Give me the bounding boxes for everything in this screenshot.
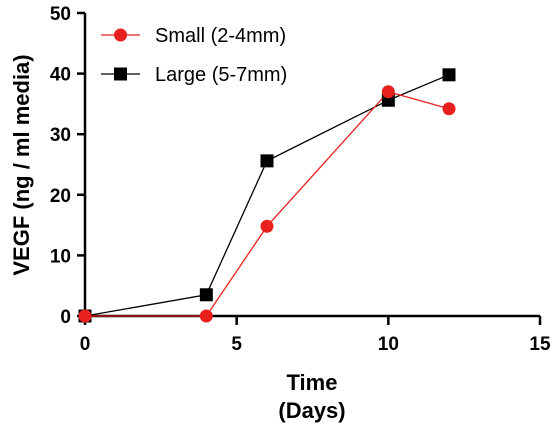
series-large	[84, 74, 450, 317]
x-axis-title-line2: (Days)	[278, 398, 345, 423]
data-point	[260, 219, 274, 233]
data-point	[381, 85, 395, 99]
y-tick-label: 50	[50, 4, 71, 25]
series-markers-small	[78, 85, 456, 323]
y-tick-label: 20	[50, 186, 71, 207]
legend-marker	[114, 28, 127, 42]
x-tick-label: 0	[80, 334, 91, 355]
series-small	[85, 91, 450, 317]
series-line	[84, 74, 450, 317]
axes	[83, 13, 540, 318]
legend-label: Large (5-7mm)	[155, 64, 287, 86]
series-layer	[78, 68, 456, 323]
y-tick-label: 0	[60, 307, 71, 328]
series-markers-large	[78, 68, 456, 323]
ticks: 0 10 20 30 40 50 0 5 10 15	[50, 4, 551, 355]
legend-label: Small (2-4mm)	[155, 25, 286, 47]
x-axis-title: Time	[287, 370, 338, 395]
data-point	[78, 309, 92, 323]
legend-item: Small (2-4mm)	[101, 25, 286, 47]
data-point	[442, 102, 456, 116]
data-point	[199, 288, 213, 302]
y-tick-label: 40	[50, 65, 71, 86]
data-point	[442, 68, 456, 82]
x-tick-label: 10	[378, 334, 399, 355]
x-tick-label: 15	[529, 334, 551, 355]
data-point	[199, 309, 213, 323]
legend-marker	[114, 67, 127, 81]
series-line	[85, 91, 450, 317]
x-tick-label: 5	[231, 334, 242, 355]
y-tick-label: 30	[50, 125, 71, 146]
legend-item: Large (5-7mm)	[101, 64, 287, 86]
legend: Small (2-4mm) Large (5-7mm)	[101, 25, 287, 86]
y-tick-label: 10	[50, 246, 71, 267]
data-point	[260, 154, 274, 168]
y-axis-title: VEGF (ng / ml media)	[9, 54, 34, 275]
